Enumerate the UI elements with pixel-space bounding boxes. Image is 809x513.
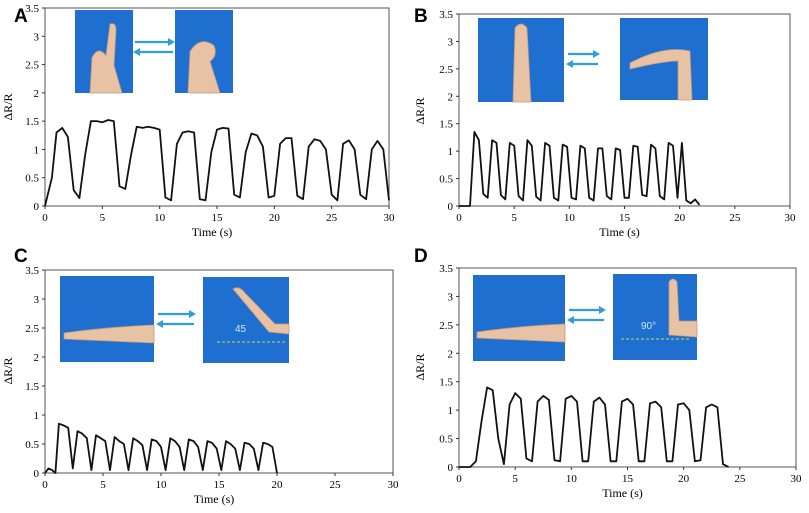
arm-bent-45-photo: 45 <box>203 277 290 363</box>
y-axis-label: ΔR/R <box>1 93 15 120</box>
y-tick-label: 3.5 <box>439 9 453 21</box>
panel-letter: A <box>14 6 28 27</box>
x-tick-label: 5 <box>100 479 106 491</box>
y-tick-label: 3.5 <box>25 3 39 15</box>
index-finger-bent-photo <box>175 10 233 94</box>
x-tick-label: 25 <box>326 212 338 224</box>
y-tick-label: 3 <box>34 294 40 306</box>
x-tick-label: 10 <box>156 479 168 491</box>
y-tick-label: 2.5 <box>25 60 39 72</box>
chart-panel-c: C 0 0.5 1 1.5 2 2.5 3 3.5 0 5 10 15 20 25 30 Time (s) ΔR/… <box>1 246 399 506</box>
x-tick-label: 0 <box>42 479 48 491</box>
x-tick-label: 0 <box>42 212 48 224</box>
x-tick-label: 15 <box>619 212 631 224</box>
data-series-line <box>459 131 701 207</box>
y-tick-label: 2.5 <box>25 323 39 335</box>
panel-letter: B <box>414 6 428 27</box>
y-axis-label: ΔR/R <box>413 97 427 124</box>
y-tick-label: 3.5 <box>25 265 39 277</box>
y-tick-label: 1 <box>448 405 454 417</box>
y-tick-label: 0.5 <box>439 434 453 446</box>
x-tick-label: 30 <box>384 212 396 224</box>
x-tick-label: 20 <box>269 212 281 224</box>
y-tick-label: 2 <box>34 352 40 364</box>
y-tick-label: 2 <box>448 348 454 360</box>
x-tick-label: 20 <box>272 479 284 491</box>
x-tick-label: 25 <box>330 479 342 491</box>
data-series-line <box>459 386 730 468</box>
y-axis-label: ΔR/R <box>413 353 427 380</box>
bidirectional-arrows-icon <box>566 50 600 68</box>
x-tick-label: 15 <box>212 212 224 224</box>
y-tick-label: 0 <box>448 462 454 474</box>
x-tick-label: 25 <box>734 473 746 485</box>
bidirectional-arrows-icon <box>133 38 175 56</box>
chart-panel-b: B 0 0.5 1 1.5 2 2.5 3 3.5 0 5 10 15 20 25 30 Time (s) ΔR/… <box>413 6 796 239</box>
wrist-straight-photo <box>478 18 564 103</box>
elbow-bent-90-photo: 90° <box>613 274 698 360</box>
y-tick-label: 2 <box>34 88 40 100</box>
y-tick-label: 1.5 <box>25 116 39 128</box>
y-tick-label: 3 <box>34 31 40 43</box>
elbow-straight-photo <box>473 275 566 361</box>
chart-panel-d: D 0 0.5 1 1.5 2 2.5 3 3.5 0 5 10 15 20 25 30 Time (s) ΔR/… <box>413 246 802 500</box>
y-tick-label: 1.5 <box>439 377 453 389</box>
data-series-line <box>44 422 278 474</box>
y-tick-label: 2.5 <box>439 64 453 76</box>
panel-letter: C <box>14 246 28 267</box>
bidirectional-arrows-icon <box>567 306 606 324</box>
y-tick-label: 3 <box>448 291 454 303</box>
x-tick-label: 0 <box>456 473 462 485</box>
x-tick-label: 5 <box>511 212 517 224</box>
angle-label: 90° <box>641 321 656 332</box>
x-tick-label: 5 <box>100 212 106 224</box>
chart-panel-a: A 0 0.5 1 1.5 2 2.5 3 3.5 0 5 10 15 20 25 30 Time (s) ΔR/… <box>1 3 395 239</box>
x-tick-label: 15 <box>214 479 226 491</box>
y-tick-label: 0.5 <box>25 173 39 185</box>
x-axis-label: Time (s) <box>599 225 640 239</box>
x-tick-label: 15 <box>622 473 634 485</box>
data-series-line <box>44 119 390 207</box>
y-tick-label: 3 <box>448 36 454 48</box>
x-tick-label: 0 <box>456 212 462 224</box>
x-tick-label: 5 <box>512 473 518 485</box>
angle-label: 45 <box>235 324 247 335</box>
y-tick-label: 1 <box>34 144 40 156</box>
y-tick-label: 0.5 <box>25 439 39 451</box>
y-tick-label: 0 <box>34 201 40 213</box>
index-finger-straight-photo <box>75 10 133 94</box>
y-axis-label: ΔR/R <box>1 357 15 384</box>
arm-straight-photo <box>60 276 155 362</box>
panel-letter: D <box>414 246 428 267</box>
x-tick-label: 30 <box>791 473 803 485</box>
bidirectional-arrows-icon <box>156 310 196 328</box>
x-axis-label: Time (s) <box>602 486 643 500</box>
y-tick-label: 3.5 <box>439 263 453 275</box>
y-tick-label: 0 <box>448 201 454 213</box>
y-tick-label: 1 <box>34 410 40 422</box>
wrist-bent-photo <box>620 18 708 101</box>
x-axis-label: Time (s) <box>194 492 235 506</box>
x-tick-label: 25 <box>729 212 741 224</box>
y-tick-label: 1 <box>448 146 454 158</box>
x-tick-label: 10 <box>566 473 578 485</box>
x-tick-label: 10 <box>564 212 576 224</box>
x-tick-label: 20 <box>678 473 690 485</box>
x-tick-label: 30 <box>785 212 797 224</box>
y-tick-label: 1.5 <box>439 119 453 131</box>
y-tick-label: 0 <box>34 468 40 480</box>
x-tick-label: 10 <box>154 212 166 224</box>
y-tick-label: 2 <box>448 91 454 103</box>
y-tick-label: 1.5 <box>25 381 39 393</box>
x-tick-label: 30 <box>388 479 400 491</box>
x-tick-label: 20 <box>674 212 686 224</box>
y-tick-label: 0.5 <box>439 174 453 186</box>
x-axis-label: Time (s) <box>192 225 233 239</box>
y-tick-label: 2.5 <box>439 320 453 332</box>
